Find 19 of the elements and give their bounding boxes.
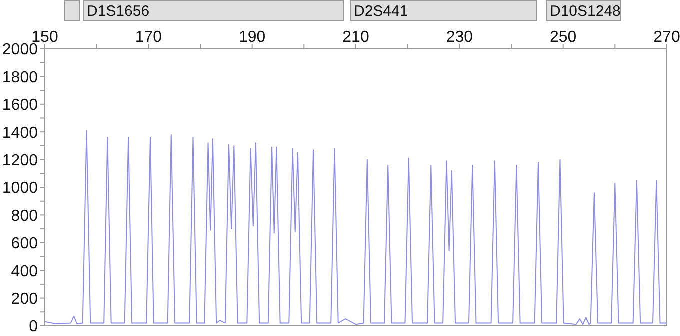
x-tick-label: 270 <box>654 29 680 46</box>
x-tick-label: 230 <box>446 29 474 46</box>
y-tick-label: 800 <box>11 208 38 225</box>
x-tick-label: 190 <box>238 29 266 46</box>
x-tick-label: 170 <box>135 29 162 46</box>
y-tick-label: 0 <box>29 318 38 336</box>
y-tick-label: 600 <box>11 236 38 253</box>
y-tick-label: 200 <box>11 290 38 308</box>
label-box: D10S1248 <box>546 0 621 21</box>
label-box: D2S441 <box>350 0 537 21</box>
x-tick-label: 210 <box>342 29 370 46</box>
y-tick-label: 400 <box>11 263 38 280</box>
y-tick-label: 1200 <box>2 152 38 170</box>
y-tick-label: 1600 <box>2 97 38 114</box>
x-tick-label: 250 <box>550 29 577 46</box>
label-box: D1S1656 <box>83 0 344 21</box>
y-tick-label: 1800 <box>2 69 38 86</box>
y-tick-label: 1400 <box>2 124 38 142</box>
y-tick-label: 1000 <box>2 180 38 198</box>
